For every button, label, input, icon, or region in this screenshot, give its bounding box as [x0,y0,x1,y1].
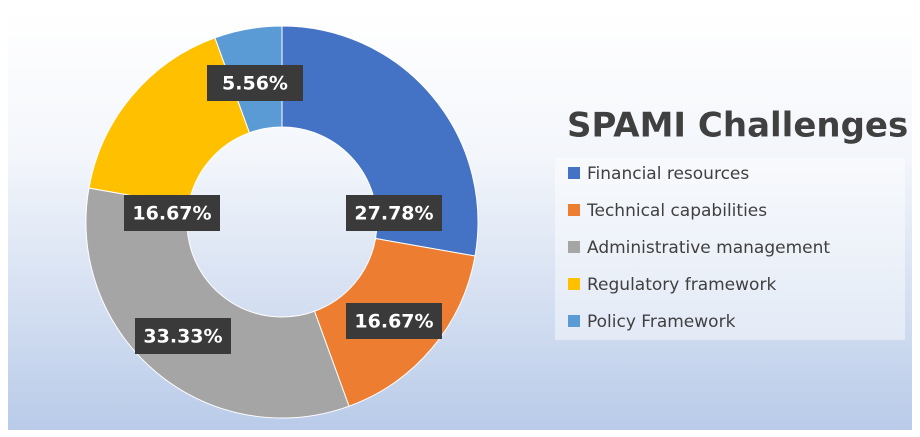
legend-label: Administrative management [587,238,830,258]
data-label-box [346,303,442,339]
data-label: 33.33% [143,326,222,348]
data-label: 27.78% [354,203,433,225]
data-label: 16.67% [354,311,433,333]
data-label: 5.56% [222,73,288,95]
legend-swatch [568,167,580,179]
legend-label: Technical capabilities [586,201,767,221]
data-label: 16.67% [132,203,211,225]
data-label-box [135,318,231,354]
legend-swatch [568,315,580,327]
donut-slice [85,187,350,419]
legend-label: Financial resources [587,164,749,184]
data-label-box [124,195,220,231]
data-label-box [207,65,303,101]
legend-swatch [568,241,580,253]
data-label-box [346,195,442,231]
legend-swatch [568,204,580,216]
chart-title: SPAMI Challenges [567,106,908,146]
legend-label: Policy Framework [587,312,736,332]
legend-box [555,158,905,340]
legend-swatch [568,278,580,290]
legend-label: Regulatory framework [587,275,776,295]
